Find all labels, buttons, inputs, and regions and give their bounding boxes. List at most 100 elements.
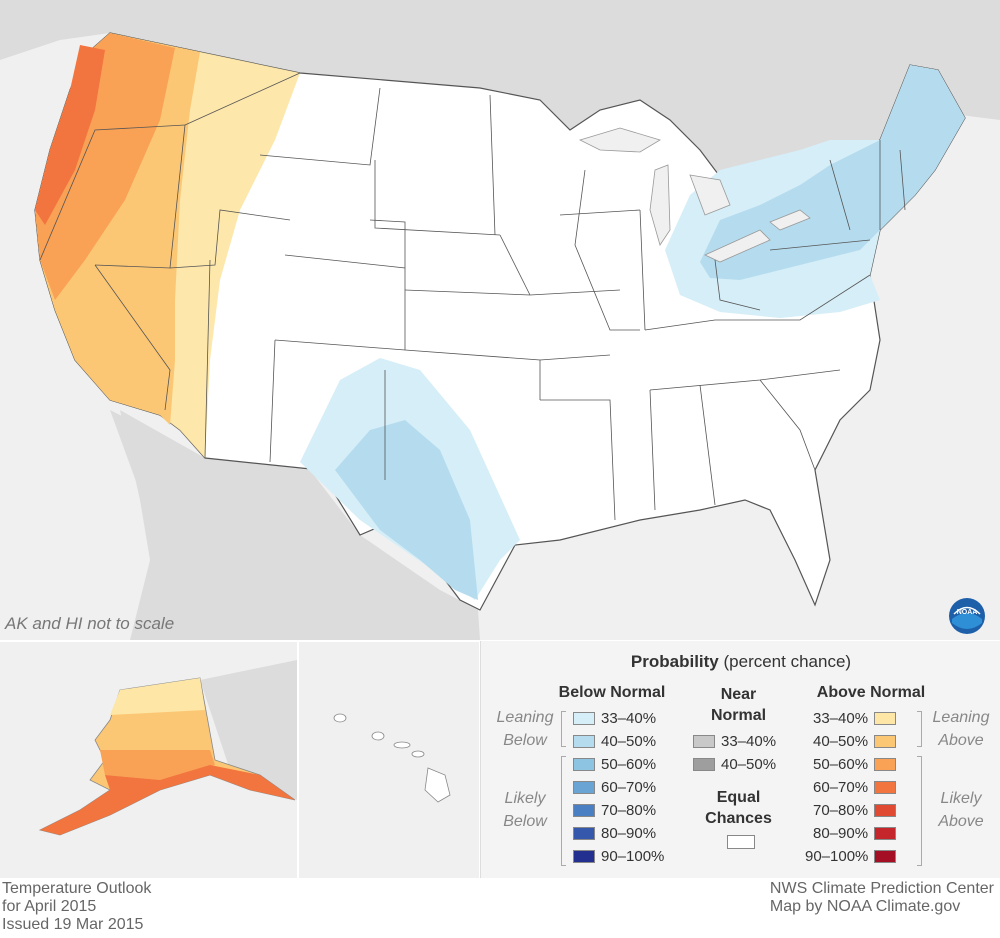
equal-chances-heading: Equal Chances <box>691 787 786 829</box>
above-label-3: 60–70% <box>813 779 869 796</box>
near-row-0: 33–40% <box>693 733 776 750</box>
likely-above-label: Likely Above <box>921 787 1000 833</box>
below-label-6: 90–100% <box>601 848 665 865</box>
below-label-5: 80–90% <box>601 825 657 842</box>
below-row-2: 50–60% <box>573 756 656 773</box>
hawaii-panel <box>299 642 479 878</box>
leaning-above-label: Leaning Above <box>921 706 1000 752</box>
below-swatch-2 <box>573 758 595 771</box>
legend-title: Probability (percent chance) <box>481 652 1000 672</box>
above-row-5: 80–90% <box>813 825 897 842</box>
above-label-6: 90–100% <box>805 848 869 865</box>
below-swatch-4 <box>573 804 595 817</box>
below-swatch-1 <box>573 735 595 748</box>
near-row-1: 40–50% <box>693 756 776 773</box>
likely-below-bracket <box>561 756 566 866</box>
likely-below-line1: Likely <box>504 790 546 807</box>
below-row-0: 33–40% <box>573 710 656 727</box>
mexico-land <box>120 410 480 640</box>
leaning-below-line2: Below <box>503 732 547 749</box>
credit-line-climate-gov: Map by NOAA Climate.gov <box>769 898 961 915</box>
credit-line-cpc: NWS Climate Prediction Center <box>769 880 994 897</box>
likely-above-line1: Likely <box>940 790 982 807</box>
below-40-50-south <box>335 420 478 600</box>
hawaii-islands <box>333 713 451 803</box>
alaska-above-33-40 <box>110 678 205 715</box>
noaa-logo: NOAA <box>949 598 985 634</box>
below-label-3: 60–70% <box>601 779 657 796</box>
above-swatch-0 <box>874 712 897 725</box>
leaning-below-bracket <box>561 711 566 747</box>
below-swatch-0 <box>573 712 595 725</box>
below-swatch-6 <box>573 850 595 863</box>
above-label-0: 33–40% <box>813 710 869 727</box>
ak-hi-scale-note: AK and HI not to scale <box>5 614 175 633</box>
probability-legend: Probability (percent chance) Below Norma… <box>480 641 1000 878</box>
below-row-6: 90–100% <box>573 848 664 865</box>
equal-chances-line2: Chances <box>705 810 772 827</box>
noaa-logo-text: NOAA <box>957 609 978 616</box>
above-normal-heading: Above Normal <box>816 684 926 701</box>
below-40-50-northeast <box>700 65 965 280</box>
canada-land <box>0 0 1000 190</box>
below-label-1: 40–50% <box>601 733 657 750</box>
below-row-4: 70–80% <box>573 802 656 819</box>
above-row-0: 33–40% <box>813 710 897 727</box>
below-label-2: 50–60% <box>601 756 657 773</box>
legend-title-bold: Probability <box>630 652 719 671</box>
above-swatch-1 <box>874 735 897 748</box>
above-label-2: 50–60% <box>813 756 869 773</box>
leaning-above-bracket <box>917 711 922 747</box>
below-normal-heading: Below Normal <box>558 684 666 701</box>
likely-below-line2: Below <box>503 813 547 830</box>
equal-chances-line1: Equal <box>716 789 761 806</box>
below-row-3: 60–70% <box>573 779 656 796</box>
conus-outline <box>34 32 966 611</box>
leaning-below-label: Leaning Below <box>485 706 565 752</box>
above-swatch-6 <box>874 850 897 863</box>
above-60-70-region <box>35 45 105 225</box>
state-borders <box>39 72 906 521</box>
likely-above-line2: Above <box>938 813 984 830</box>
above-row-2: 50–60% <box>813 756 897 773</box>
baja-land <box>110 410 210 610</box>
near-label-0: 33–40% <box>721 733 777 750</box>
leaning-below-line1: Leaning <box>496 709 554 726</box>
above-label-4: 70–80% <box>813 802 869 819</box>
above-row-6: 90–100% <box>805 848 897 865</box>
below-row-1: 40–50% <box>573 733 656 750</box>
great-lakes <box>578 127 811 263</box>
credit-block: NWS Climate Prediction Center Map by NOA… <box>770 880 994 916</box>
above-label-1: 40–50% <box>813 733 869 750</box>
near-swatch-0 <box>693 735 715 748</box>
outlook-title: Temperature Outlook <box>2 880 152 897</box>
outlook-period: for April 2015 <box>2 898 97 915</box>
above-row-1: 40–50% <box>813 733 897 750</box>
leaning-above-line2: Above <box>938 732 984 749</box>
below-label-4: 70–80% <box>601 802 657 819</box>
canada-inset-land <box>200 660 297 800</box>
near-normal-heading-line2: Normal <box>710 707 767 724</box>
leaning-above-line1: Leaning <box>932 709 990 726</box>
near-label-1: 40–50% <box>721 756 777 773</box>
likely-below-label: Likely Below <box>485 787 565 833</box>
above-swatch-2 <box>874 758 897 771</box>
above-label-5: 80–90% <box>813 825 869 842</box>
outlook-issued-date: Issued 19 Mar 2015 <box>2 916 144 933</box>
above-swatch-3 <box>874 781 897 794</box>
likely-above-bracket <box>917 756 922 866</box>
above-swatch-5 <box>874 827 897 840</box>
near-normal-heading: Near Normal <box>691 684 786 726</box>
near-normal-heading-line1: Near <box>720 686 757 703</box>
below-label-0: 33–40% <box>601 710 657 727</box>
above-row-4: 70–80% <box>813 802 897 819</box>
below-swatch-3 <box>573 781 595 794</box>
above-swatch-4 <box>874 804 897 817</box>
above-row-3: 60–70% <box>813 779 897 796</box>
below-swatch-5 <box>573 827 595 840</box>
legend-title-rest: (percent chance) <box>723 652 852 671</box>
outlook-title-block: Temperature Outlook for April 2015 Issue… <box>2 880 151 934</box>
equal-chances-swatch <box>727 835 755 849</box>
